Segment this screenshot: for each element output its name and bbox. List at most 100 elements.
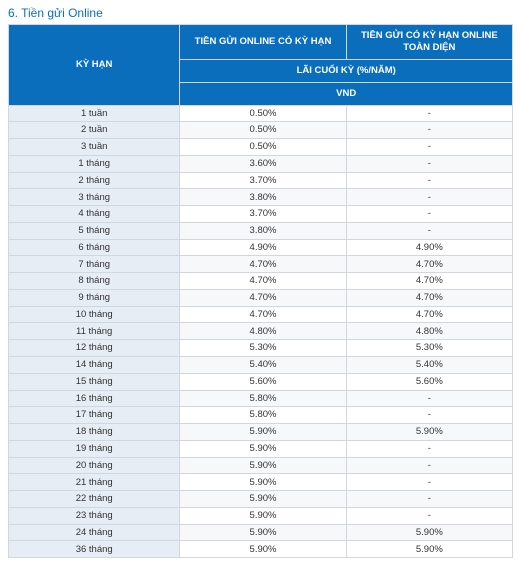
rate-cell-a: 4.70% <box>180 273 346 290</box>
rate-cell-a: 5.80% <box>180 390 346 407</box>
rate-cell-b: 4.70% <box>346 273 512 290</box>
table-row: 3 tháng3.80%- <box>9 189 513 206</box>
rate-cell-b: 5.60% <box>346 373 512 390</box>
rate-cell-a: 3.80% <box>180 189 346 206</box>
rate-cell-b: 4.70% <box>346 306 512 323</box>
rate-cell-a: 5.90% <box>180 541 346 558</box>
header-term: KỲ HẠN <box>9 25 180 106</box>
rate-cell-a: 3.70% <box>180 206 346 223</box>
header-currency: VND <box>180 82 513 105</box>
rate-cell-a: 5.90% <box>180 424 346 441</box>
rate-cell-b: 4.70% <box>346 289 512 306</box>
rate-cell-b: 4.70% <box>346 256 512 273</box>
rate-cell-a: 4.90% <box>180 239 346 256</box>
term-cell: 8 tháng <box>9 273 180 290</box>
rate-cell-a: 0.50% <box>180 139 346 156</box>
table-row: 16 tháng5.80%- <box>9 390 513 407</box>
term-cell: 7 tháng <box>9 256 180 273</box>
rate-cell-a: 5.40% <box>180 356 346 373</box>
rate-cell-b: - <box>346 222 512 239</box>
rate-cell-b: 5.40% <box>346 356 512 373</box>
table-row: 14 tháng5.40%5.40% <box>9 356 513 373</box>
rate-cell-a: 3.80% <box>180 222 346 239</box>
rate-cell-b: - <box>346 122 512 139</box>
term-cell: 24 tháng <box>9 524 180 541</box>
rate-cell-a: 5.90% <box>180 524 346 541</box>
table-row: 1 tháng3.60%- <box>9 155 513 172</box>
table-row: 3 tuần0.50%- <box>9 139 513 156</box>
rate-cell-b: - <box>346 189 512 206</box>
rate-cell-a: 5.90% <box>180 507 346 524</box>
rate-cell-a: 0.50% <box>180 122 346 139</box>
table-row: 5 tháng3.80%- <box>9 222 513 239</box>
rate-cell-a: 5.90% <box>180 440 346 457</box>
term-cell: 12 tháng <box>9 340 180 357</box>
rate-cell-b: - <box>346 172 512 189</box>
header-col1: TIỀN GỬI ONLINE CÓ KỲ HẠN <box>180 25 346 60</box>
table-row: 10 tháng4.70%4.70% <box>9 306 513 323</box>
rates-table: KỲ HẠN TIỀN GỬI ONLINE CÓ KỲ HẠN TIỀN GỬ… <box>8 24 513 558</box>
rate-cell-a: 4.70% <box>180 256 346 273</box>
term-cell: 15 tháng <box>9 373 180 390</box>
rate-cell-b: - <box>346 390 512 407</box>
term-cell: 20 tháng <box>9 457 180 474</box>
header-col2: TIỀN GỬI CÓ KỲ HẠN ONLINE TOÀN DIỆN <box>346 25 512 60</box>
term-cell: 3 tuần <box>9 139 180 156</box>
table-row: 17 tháng5.80%- <box>9 407 513 424</box>
header-sub: LÃI CUỐI KỲ (%/NĂM) <box>180 59 513 82</box>
table-row: 1 tuần0.50%- <box>9 105 513 122</box>
table-row: 6 tháng4.90%4.90% <box>9 239 513 256</box>
term-cell: 10 tháng <box>9 306 180 323</box>
term-cell: 19 tháng <box>9 440 180 457</box>
term-cell: 23 tháng <box>9 507 180 524</box>
rate-cell-b: - <box>346 474 512 491</box>
rate-cell-a: 5.30% <box>180 340 346 357</box>
rate-cell-b: 4.90% <box>346 239 512 256</box>
rate-cell-a: 4.80% <box>180 323 346 340</box>
rate-cell-a: 0.50% <box>180 105 346 122</box>
rate-cell-b: 5.90% <box>346 541 512 558</box>
table-row: 15 tháng5.60%5.60% <box>9 373 513 390</box>
rate-cell-b: - <box>346 105 512 122</box>
rate-cell-b: - <box>346 440 512 457</box>
term-cell: 1 tuần <box>9 105 180 122</box>
rate-cell-b: 5.90% <box>346 524 512 541</box>
term-cell: 11 tháng <box>9 323 180 340</box>
rate-cell-b: - <box>346 407 512 424</box>
term-cell: 21 tháng <box>9 474 180 491</box>
rate-cell-a: 4.70% <box>180 289 346 306</box>
table-row: 20 tháng5.90%- <box>9 457 513 474</box>
term-cell: 6 tháng <box>9 239 180 256</box>
section-title: 6. Tiền gửi Online <box>8 6 513 20</box>
term-cell: 36 tháng <box>9 541 180 558</box>
rate-cell-b: 4.80% <box>346 323 512 340</box>
table-row: 4 tháng3.70%- <box>9 206 513 223</box>
rate-cell-a: 5.90% <box>180 457 346 474</box>
table-row: 22 tháng5.90%- <box>9 491 513 508</box>
table-row: 11 tháng4.80%4.80% <box>9 323 513 340</box>
term-cell: 2 tuần <box>9 122 180 139</box>
table-row: 19 tháng5.90%- <box>9 440 513 457</box>
rate-cell-a: 5.60% <box>180 373 346 390</box>
rate-cell-b: - <box>346 155 512 172</box>
table-row: 18 tháng5.90%5.90% <box>9 424 513 441</box>
term-cell: 2 tháng <box>9 172 180 189</box>
rate-cell-b: - <box>346 491 512 508</box>
term-cell: 18 tháng <box>9 424 180 441</box>
term-cell: 17 tháng <box>9 407 180 424</box>
table-row: 23 tháng5.90%- <box>9 507 513 524</box>
rate-cell-b: 5.90% <box>346 424 512 441</box>
term-cell: 4 tháng <box>9 206 180 223</box>
rate-cell-b: - <box>346 507 512 524</box>
rate-cell-a: 4.70% <box>180 306 346 323</box>
rate-cell-b: 5.30% <box>346 340 512 357</box>
term-cell: 5 tháng <box>9 222 180 239</box>
term-cell: 14 tháng <box>9 356 180 373</box>
rate-cell-a: 5.80% <box>180 407 346 424</box>
term-cell: 9 tháng <box>9 289 180 306</box>
table-row: 24 tháng5.90%5.90% <box>9 524 513 541</box>
rate-cell-b: - <box>346 206 512 223</box>
rate-cell-a: 5.90% <box>180 474 346 491</box>
rate-cell-a: 3.60% <box>180 155 346 172</box>
table-row: 12 tháng5.30%5.30% <box>9 340 513 357</box>
